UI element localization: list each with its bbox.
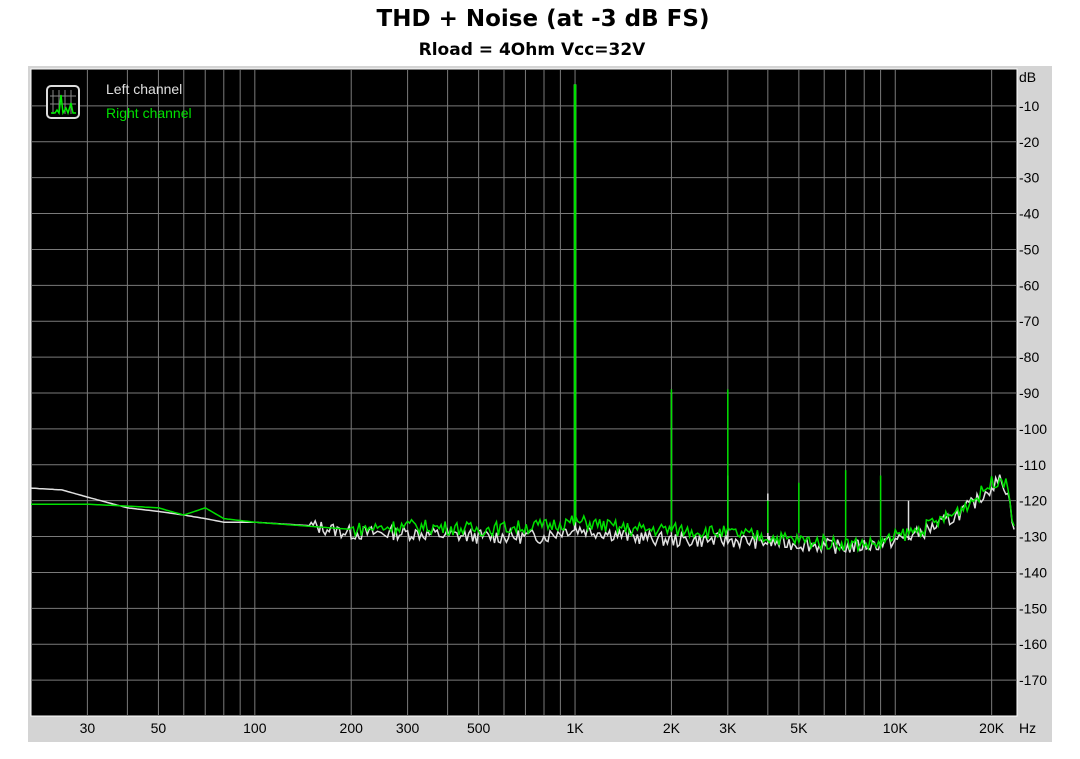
y-tick-label: -90 [1019, 385, 1039, 401]
y-tick-label: -70 [1019, 313, 1039, 329]
x-tick-label: 50 [151, 720, 167, 736]
y-tick-label: -160 [1019, 636, 1047, 652]
x-tick-label: 5K [790, 720, 808, 736]
y-tick-label: -60 [1019, 277, 1039, 293]
x-tick-label: 10K [883, 720, 909, 736]
y-tick-label: -20 [1019, 134, 1039, 150]
y-tick-label: -50 [1019, 241, 1039, 257]
y-tick-label: -80 [1019, 349, 1039, 365]
legend: Left channel Right channel [46, 81, 192, 121]
y-tick-label: -120 [1019, 493, 1047, 509]
x-tick-label: 300 [396, 720, 420, 736]
y-tick-label: -10 [1019, 98, 1039, 114]
x-tick-label: 3K [719, 720, 737, 736]
chart-subtitle: Rload = 4Ohm Vcc=32V [418, 40, 646, 60]
x-tick-label: 30 [80, 720, 96, 736]
grid [31, 70, 1017, 716]
chart-title: THD + Noise (at -3 dB FS) [376, 6, 710, 32]
x-tick-label: 500 [467, 720, 491, 736]
y-tick-label: -150 [1019, 600, 1047, 616]
x-tick-label: 200 [340, 720, 364, 736]
x-tick-label: 100 [243, 720, 267, 736]
y-tick-label: -100 [1019, 421, 1047, 437]
legend-right-channel: Right channel [106, 105, 192, 121]
series-right-floor [31, 476, 1015, 554]
y-tick-label: -110 [1019, 457, 1046, 473]
y-tick-label: -40 [1019, 206, 1039, 222]
series-lines [30, 84, 1015, 555]
y-tick-label: -30 [1019, 170, 1039, 186]
legend-spectrum-icon [46, 85, 80, 119]
x-axis-label: Hz [1019, 720, 1036, 736]
legend-left-channel: Left channel [106, 81, 182, 97]
y-tick-label: -140 [1019, 564, 1047, 580]
x-tick-label: 1K [566, 720, 584, 736]
tick-labels: -10 -20 -30 -40 -50 -60 -70 -80 -90 -100 -110 -120 -… [80, 98, 1048, 736]
y-tick-label: -170 [1019, 672, 1047, 688]
y-tick-label: -130 [1019, 529, 1047, 545]
x-tick-label: 20K [979, 720, 1005, 736]
x-tick-label: 2K [663, 720, 681, 736]
y-axis-label: dB [1019, 69, 1036, 85]
